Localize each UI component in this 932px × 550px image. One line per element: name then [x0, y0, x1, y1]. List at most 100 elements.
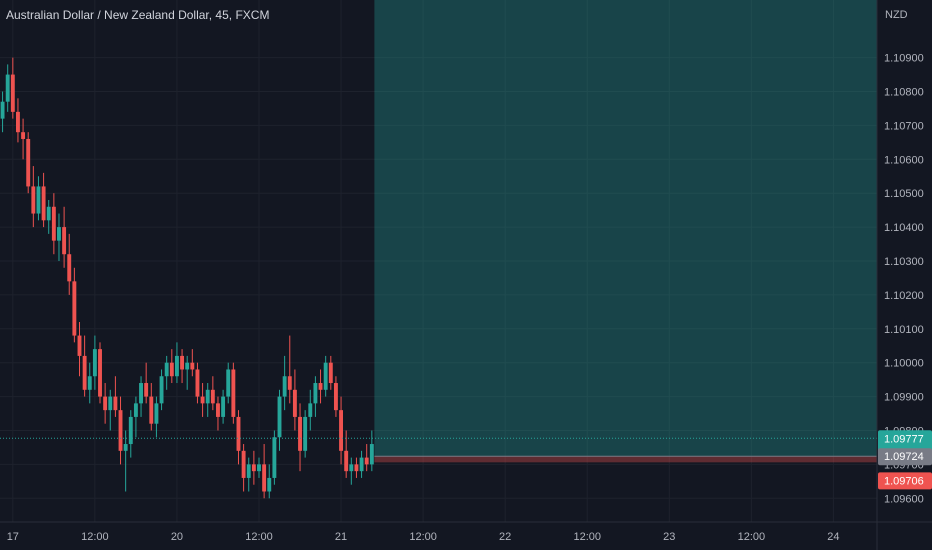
time-tick-label: 23	[663, 531, 675, 543]
candle-body	[139, 383, 143, 404]
stop-tag: 1.09706	[884, 475, 924, 487]
candle-body	[133, 403, 138, 417]
price-tick-label: 1.10900	[884, 53, 924, 65]
candle-body	[313, 383, 318, 404]
candle-body	[98, 349, 102, 397]
candle-body	[72, 281, 77, 336]
candle-body	[359, 457, 364, 472]
candle-body	[318, 383, 323, 390]
candle-body	[108, 396, 113, 411]
time-tick-label: 24	[827, 531, 839, 543]
last-price-tag: 1.09777	[884, 433, 924, 445]
candle-body	[328, 362, 333, 384]
time-tick-label: 12:00	[409, 531, 437, 543]
price-tick-label: 1.10400	[884, 222, 924, 234]
candle-body	[144, 383, 149, 397]
candle-body	[257, 464, 261, 472]
candle-body	[164, 362, 169, 377]
candle-body	[272, 437, 277, 478]
price-tick-label: 1.10300	[884, 256, 924, 268]
candle-body	[267, 477, 272, 492]
candle-body	[282, 376, 287, 397]
candle-body	[26, 138, 31, 187]
price-tick-label: 1.09900	[884, 392, 924, 404]
candle-body	[46, 206, 51, 221]
candle-body	[113, 396, 118, 411]
chart-title: Australian Dollar / New Zealand Dollar, …	[6, 8, 270, 22]
candle-body	[364, 457, 369, 465]
candle-body	[246, 464, 251, 478]
candle-body	[277, 396, 282, 438]
candle-body	[190, 362, 195, 370]
candle-body	[236, 416, 241, 451]
candle-body	[67, 254, 72, 282]
candle-body	[251, 464, 256, 472]
candle-body	[292, 389, 297, 417]
time-tick-label: 12:00	[81, 531, 109, 543]
candle-body	[195, 369, 200, 397]
candle-body	[221, 396, 226, 417]
price-tick-label: 1.09600	[884, 493, 924, 505]
price-tick-label: 1.10800	[884, 87, 924, 99]
candle-body	[210, 389, 215, 404]
candle-body	[92, 349, 97, 377]
time-tick-label: 12:00	[573, 531, 601, 543]
candle-body	[303, 416, 308, 451]
candle-body	[298, 416, 302, 451]
candle-body	[31, 186, 36, 214]
candle-body	[128, 416, 133, 445]
time-tick-label: 17	[7, 531, 19, 543]
candle-body	[118, 410, 123, 451]
price-tick-label: 1.10100	[884, 324, 924, 336]
candle-body	[287, 376, 292, 390]
time-tick-label: 12:00	[738, 531, 766, 543]
candle-body	[354, 464, 359, 472]
candle-body	[159, 376, 164, 404]
candle-body	[77, 335, 82, 356]
candle-body	[41, 186, 46, 221]
stop-zone	[374, 456, 877, 463]
target-zone	[374, 0, 877, 457]
candle-body	[169, 362, 174, 377]
time-tick-label: 22	[499, 531, 511, 543]
time-tick-label: 21	[335, 531, 347, 543]
candle-body	[180, 355, 185, 370]
candle-body	[36, 186, 41, 214]
candle-body	[231, 369, 236, 417]
time-tick-label: 20	[171, 531, 183, 543]
candle-body	[349, 464, 354, 472]
entry-tag-bg	[878, 448, 932, 466]
candle-body	[82, 355, 87, 390]
candle-body	[21, 132, 26, 139]
candle-body	[0, 101, 5, 119]
candle-body	[205, 389, 210, 404]
candle-body	[333, 383, 338, 411]
candle-body	[174, 355, 179, 377]
candle-body	[308, 403, 313, 417]
candle-body	[51, 206, 56, 241]
candle-body	[369, 444, 374, 465]
candle-body	[262, 464, 267, 492]
candle-body	[57, 227, 61, 241]
candle-body	[87, 376, 92, 390]
candle-body	[5, 74, 10, 102]
candle-body	[339, 410, 344, 451]
candle-body	[185, 362, 190, 370]
candle-body	[241, 450, 246, 478]
candle-body	[344, 450, 349, 472]
price-axis-currency: NZD	[885, 9, 908, 21]
price-tick-label: 1.10500	[884, 188, 924, 200]
stop-tag-bg	[878, 472, 932, 490]
time-tick-label: 12:00	[245, 531, 273, 543]
candle-body	[123, 444, 128, 451]
entry-tag: 1.09724	[884, 451, 924, 463]
candle-body	[10, 74, 15, 112]
candle-body	[16, 111, 20, 133]
candle-body	[200, 396, 205, 404]
candle-body	[62, 227, 67, 255]
candle-body	[103, 396, 108, 411]
price-tick-label: 1.10600	[884, 154, 924, 166]
candle-body	[216, 403, 220, 417]
candle-body	[149, 396, 154, 424]
